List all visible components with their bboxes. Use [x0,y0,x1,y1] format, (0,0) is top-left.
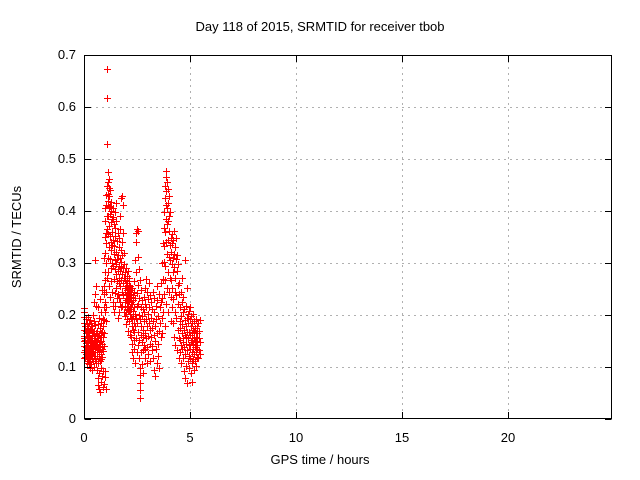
x-tick-label: 20 [501,430,515,445]
x-tick-label: 5 [186,430,193,445]
scatter-points [81,66,204,402]
y-tick-label: 0.2 [58,307,76,322]
y-tick-label: 0.1 [58,359,76,374]
y-tick-label: 0.7 [58,47,76,62]
y-tick-label: 0.5 [58,151,76,166]
y-tick-label: 0.6 [58,99,76,114]
y-tick-label: 0.4 [58,203,76,218]
x-tick-label: 0 [80,430,87,445]
x-tick-label: 10 [289,430,303,445]
y-tick-label: 0 [69,411,76,426]
plot-title: Day 118 of 2015, SRMTID for receiver tbo… [195,19,445,34]
x-tick-label: 15 [395,430,409,445]
y-tick-label: 0.3 [58,255,76,270]
plot-border [84,55,612,419]
x-axis-label: GPS time / hours [270,452,370,467]
